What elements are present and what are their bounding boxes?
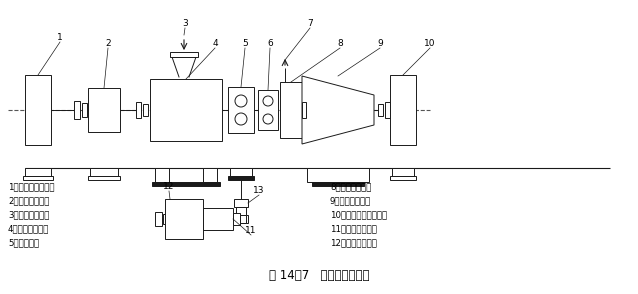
Text: 12: 12 bbox=[163, 182, 175, 191]
Bar bbox=[228, 176, 254, 180]
Bar bbox=[258, 90, 278, 130]
Bar bbox=[234, 215, 248, 223]
Bar bbox=[155, 168, 169, 182]
Text: 图 14－7   造粒机组示意图: 图 14－7 造粒机组示意图 bbox=[269, 269, 369, 282]
Bar bbox=[378, 104, 383, 116]
Text: 1－混炼机主电机；: 1－混炼机主电机； bbox=[8, 182, 54, 191]
Text: 13: 13 bbox=[253, 186, 265, 195]
Bar bbox=[82, 103, 87, 117]
Bar bbox=[234, 199, 248, 207]
Circle shape bbox=[235, 95, 247, 107]
Bar bbox=[136, 102, 141, 118]
Bar bbox=[150, 79, 222, 141]
Bar bbox=[280, 82, 302, 138]
Text: 4－双螺杆筒体；: 4－双螺杆筒体； bbox=[8, 224, 49, 233]
Text: 6: 6 bbox=[267, 39, 273, 48]
Text: 5: 5 bbox=[242, 39, 248, 48]
Bar bbox=[312, 182, 364, 186]
Bar bbox=[203, 168, 217, 182]
Bar bbox=[90, 168, 118, 176]
Bar bbox=[74, 101, 80, 119]
Bar bbox=[385, 102, 390, 118]
Text: 5－齿轮泵；: 5－齿轮泵； bbox=[8, 238, 39, 247]
Bar bbox=[143, 104, 148, 116]
Text: 1: 1 bbox=[57, 33, 63, 42]
Bar bbox=[233, 213, 240, 225]
Bar bbox=[88, 88, 120, 132]
Bar bbox=[390, 176, 416, 180]
Circle shape bbox=[263, 114, 273, 124]
Text: 2－齿轮减速器；: 2－齿轮减速器； bbox=[8, 196, 49, 205]
Bar bbox=[203, 208, 233, 230]
Text: 10: 10 bbox=[424, 39, 436, 48]
Text: 8: 8 bbox=[337, 39, 343, 48]
Bar bbox=[25, 168, 51, 176]
Bar bbox=[390, 75, 416, 145]
Text: 9－水下切粒机；: 9－水下切粒机； bbox=[330, 196, 371, 205]
Bar bbox=[307, 168, 369, 182]
Bar bbox=[236, 207, 246, 215]
Bar bbox=[302, 102, 306, 118]
Text: 4: 4 bbox=[212, 39, 218, 48]
Bar bbox=[230, 168, 252, 176]
Bar bbox=[165, 199, 203, 239]
Text: 3－粉末下料器；: 3－粉末下料器； bbox=[8, 210, 49, 219]
Bar bbox=[23, 176, 53, 180]
Text: 12－齿轮泵电动机: 12－齿轮泵电动机 bbox=[330, 238, 377, 247]
Text: 7: 7 bbox=[307, 19, 313, 28]
Circle shape bbox=[235, 113, 247, 125]
Bar bbox=[163, 214, 168, 224]
Bar bbox=[170, 52, 198, 57]
Text: 8－颗粒水出口；: 8－颗粒水出口； bbox=[330, 182, 371, 191]
Text: 9: 9 bbox=[377, 39, 383, 48]
Text: 10－水下切粒电动机；: 10－水下切粒电动机； bbox=[330, 210, 387, 219]
Bar bbox=[25, 75, 51, 145]
Circle shape bbox=[263, 96, 273, 106]
Text: 11: 11 bbox=[245, 226, 256, 235]
Bar bbox=[240, 215, 246, 223]
Bar bbox=[155, 212, 162, 226]
Polygon shape bbox=[302, 76, 374, 144]
Text: 3: 3 bbox=[182, 19, 188, 28]
Bar bbox=[88, 176, 120, 180]
Bar bbox=[228, 87, 254, 133]
Text: 2: 2 bbox=[105, 39, 111, 48]
Bar bbox=[392, 168, 414, 176]
Text: 11－同步齿轮箱；: 11－同步齿轮箱； bbox=[330, 224, 377, 233]
Bar bbox=[152, 182, 220, 186]
